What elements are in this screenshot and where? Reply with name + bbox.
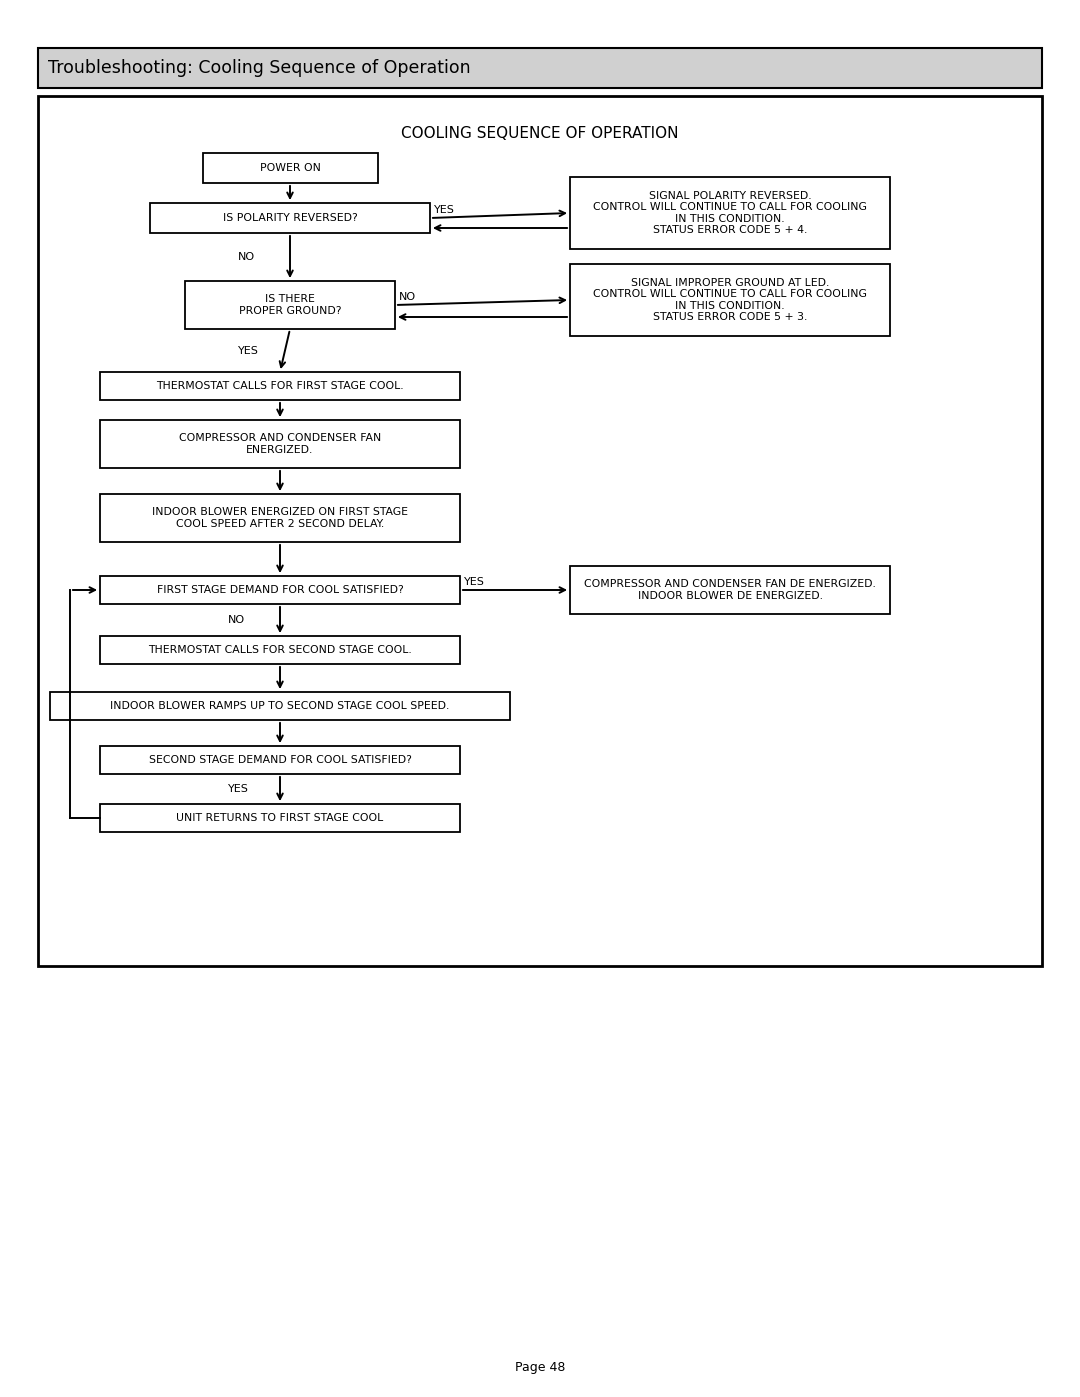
Bar xyxy=(570,264,890,337)
Bar xyxy=(38,96,1042,965)
Bar xyxy=(570,566,890,615)
Bar xyxy=(100,576,460,604)
Text: COMPRESSOR AND CONDENSER FAN
ENERGIZED.: COMPRESSOR AND CONDENSER FAN ENERGIZED. xyxy=(179,433,381,455)
Text: Troubleshooting: Cooling Sequence of Operation: Troubleshooting: Cooling Sequence of Ope… xyxy=(48,59,471,77)
Bar xyxy=(100,372,460,400)
Bar xyxy=(100,636,460,664)
Text: Page 48: Page 48 xyxy=(515,1361,565,1373)
Text: YES: YES xyxy=(228,784,248,793)
Text: YES: YES xyxy=(464,577,485,587)
Text: UNIT RETURNS TO FIRST STAGE COOL: UNIT RETURNS TO FIRST STAGE COOL xyxy=(176,813,383,823)
Text: YES: YES xyxy=(434,205,455,215)
Bar xyxy=(50,692,510,719)
Text: NO: NO xyxy=(238,251,255,263)
Bar xyxy=(100,420,460,468)
Bar xyxy=(570,177,890,249)
Text: FIRST STAGE DEMAND FOR COOL SATISFIED?: FIRST STAGE DEMAND FOR COOL SATISFIED? xyxy=(157,585,403,595)
Text: INDOOR BLOWER RAMPS UP TO SECOND STAGE COOL SPEED.: INDOOR BLOWER RAMPS UP TO SECOND STAGE C… xyxy=(110,701,449,711)
Text: POWER ON: POWER ON xyxy=(259,163,321,173)
Text: THERMOSTAT CALLS FOR SECOND STAGE COOL.: THERMOSTAT CALLS FOR SECOND STAGE COOL. xyxy=(148,645,411,655)
Bar xyxy=(38,47,1042,88)
Text: SECOND STAGE DEMAND FOR COOL SATISFIED?: SECOND STAGE DEMAND FOR COOL SATISFIED? xyxy=(149,754,411,766)
Text: NO: NO xyxy=(228,615,245,624)
Text: COOLING SEQUENCE OF OPERATION: COOLING SEQUENCE OF OPERATION xyxy=(402,126,678,141)
Text: SIGNAL POLARITY REVERSED.
CONTROL WILL CONTINUE TO CALL FOR COOLING
IN THIS COND: SIGNAL POLARITY REVERSED. CONTROL WILL C… xyxy=(593,190,867,236)
Text: COMPRESSOR AND CONDENSER FAN DE ENERGIZED.
INDOOR BLOWER DE ENERGIZED.: COMPRESSOR AND CONDENSER FAN DE ENERGIZE… xyxy=(584,580,876,601)
Text: THERMOSTAT CALLS FOR FIRST STAGE COOL.: THERMOSTAT CALLS FOR FIRST STAGE COOL. xyxy=(157,381,404,391)
Text: NO: NO xyxy=(399,292,416,302)
Bar xyxy=(100,746,460,774)
Text: INDOOR BLOWER ENERGIZED ON FIRST STAGE
COOL SPEED AFTER 2 SECOND DELAY.: INDOOR BLOWER ENERGIZED ON FIRST STAGE C… xyxy=(152,507,408,529)
Text: YES: YES xyxy=(238,345,259,355)
Bar xyxy=(100,495,460,542)
Bar xyxy=(185,281,395,330)
Bar xyxy=(150,203,430,233)
Text: IS THERE
PROPER GROUND?: IS THERE PROPER GROUND? xyxy=(239,295,341,316)
Bar xyxy=(203,154,378,183)
Text: SIGNAL IMPROPER GROUND AT LED.
CONTROL WILL CONTINUE TO CALL FOR COOLING
IN THIS: SIGNAL IMPROPER GROUND AT LED. CONTROL W… xyxy=(593,278,867,323)
Text: IS POLARITY REVERSED?: IS POLARITY REVERSED? xyxy=(222,212,357,224)
Bar xyxy=(100,805,460,833)
